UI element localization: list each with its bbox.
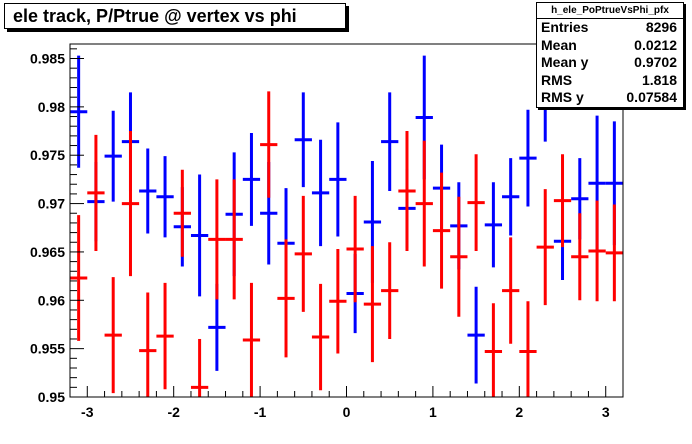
stats-row-mean-y: Mean y 0.9702: [537, 54, 683, 72]
stats-value: 0.0212: [634, 36, 677, 53]
data-point: [588, 200, 606, 302]
data-point: [121, 131, 140, 277]
stats-label: RMS y: [541, 89, 584, 105]
data-point: [156, 156, 174, 238]
data-point: [398, 131, 416, 251]
y-tick-label: 0.96: [38, 292, 65, 308]
data-point: [225, 179, 243, 300]
data-point: [311, 283, 330, 391]
data-point: [519, 109, 537, 207]
data-point: [432, 172, 451, 289]
data-point: [553, 154, 572, 248]
stats-row-mean: Mean 0.0212: [537, 37, 683, 55]
stats-row-entries: Entries 8296: [537, 19, 683, 37]
x-tick-label: 2: [515, 404, 523, 420]
data-point: [190, 338, 209, 397]
stats-row-rms-y: RMS y 0.07584: [537, 89, 683, 107]
data-point: [484, 303, 503, 397]
data-point: [329, 249, 347, 354]
stats-value: 0.07584: [626, 89, 677, 105]
x-tick-label: 3: [602, 404, 610, 420]
data-point: [381, 242, 399, 339]
stats-label: Entries: [541, 19, 589, 35]
chart-title: ele track, P/Ptrue @ vertex vs phi: [13, 6, 297, 26]
data-point: [242, 282, 261, 397]
x-tick-label: -1: [254, 404, 267, 420]
data-point: [346, 195, 364, 303]
series-red: [70, 91, 623, 397]
data-point: [381, 92, 399, 192]
x-tick-label: -2: [167, 404, 180, 420]
y-tick-label: 0.955: [30, 341, 65, 357]
data-point: [104, 277, 122, 394]
data-point: [173, 169, 191, 257]
y-tick-label: 0.985: [30, 51, 65, 67]
y-tick-label: 0.97: [38, 196, 65, 212]
x-tick-label: 1: [429, 404, 437, 420]
stats-label: RMS: [541, 71, 573, 88]
data-point: [139, 292, 157, 397]
data-point: [208, 179, 226, 300]
data-point: [294, 92, 312, 188]
data-point: [519, 301, 537, 397]
data-point: [415, 140, 433, 267]
data-point: [502, 158, 520, 236]
data-point: [467, 286, 485, 384]
data-point: [484, 182, 503, 268]
data-point: [104, 110, 122, 202]
data-point: [190, 174, 209, 297]
data-point: [502, 237, 520, 344]
data-point: [70, 55, 88, 168]
data-point: [294, 195, 312, 312]
chart-title-box: ele track, P/Ptrue @ vertex vs phi: [4, 3, 346, 29]
data-point: [242, 132, 261, 226]
stats-box: h_ele_PoPtrueVsPhi_pfx Entries 8296 Mean…: [536, 2, 684, 108]
x-tick-label: -3: [81, 404, 94, 420]
stats-label: Mean: [541, 36, 577, 53]
data-series-layer: [70, 55, 623, 397]
data-point: [363, 246, 382, 363]
y-tick-label: 0.965: [30, 244, 65, 260]
data-point: [311, 139, 330, 247]
data-point: [260, 91, 278, 198]
data-point: [139, 148, 157, 234]
data-point: [605, 204, 623, 302]
axes: -3 -2 -1 0 1 2 3 0.95 0.955 0.96 0.965 0.97 0.975 0.9…: [30, 43, 624, 420]
data-point: [70, 215, 88, 341]
data-point: [329, 122, 347, 237]
stats-value: 1.818: [641, 71, 677, 88]
stats-value: 0.9702: [634, 54, 677, 70]
x-tick-label: 0: [343, 404, 351, 420]
y-tick-label: 0.98: [38, 99, 65, 115]
stats-histogram-name: h_ele_PoPtrueVsPhi_pfx: [537, 3, 683, 19]
data-point: [277, 239, 295, 358]
y-tick-label: 0.975: [30, 147, 65, 163]
data-point: [571, 213, 589, 301]
data-point: [450, 196, 468, 317]
y-tick-label: 0.95: [38, 389, 65, 405]
data-point: [536, 189, 554, 306]
data-point: [87, 134, 105, 251]
data-point: [156, 282, 174, 390]
data-point: [467, 154, 485, 251]
stats-row-rms: RMS 1.818: [537, 72, 683, 90]
stats-label: Mean y: [541, 54, 589, 70]
stats-value: 8296: [645, 19, 677, 35]
